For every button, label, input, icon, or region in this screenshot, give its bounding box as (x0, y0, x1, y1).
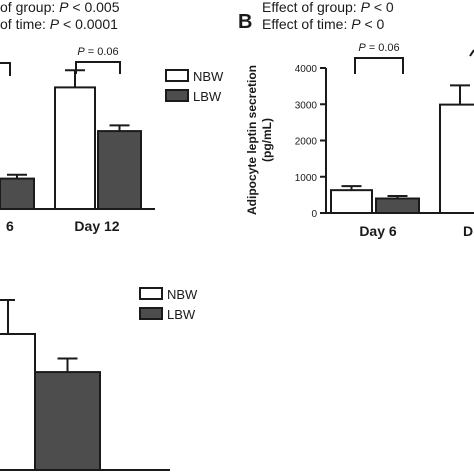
panel-c-bar-nbw (0, 333, 36, 471)
panel-c-bar-lbw (34, 371, 101, 471)
panel-b-title-line-2: Effect of time: P < 0 (262, 16, 385, 32)
panel-b-bar-day6-nbw (330, 189, 373, 215)
panel-a-title-line-1: of group: P < 0.005 (0, 0, 120, 15)
panel-a-legend-swatch-lbw (165, 89, 189, 102)
panel-b-y-axis-label-line-2: (pg/mL) (260, 118, 274, 162)
panel-b-y-tick-label-3000: 3000 (295, 100, 318, 111)
panel-a-significance-label: P = 0.06 (77, 46, 118, 58)
panel-b-y-tick-label-1000: 1000 (295, 173, 318, 184)
panel-b-bar-day12-nbw (439, 103, 474, 214)
panel-b-y-tick-label-0: 0 (311, 209, 317, 220)
panel-a-significance-bracket (75, 61, 121, 74)
panel-b-tick-label-day12-cropped: D (463, 223, 473, 239)
panel-c-legend-label-nbw: NBW (167, 287, 198, 302)
panel-a-legend-label-nbw: NBW (193, 69, 224, 84)
panel-b-y-tick-label-2000: 2000 (295, 137, 318, 148)
panel-b-significance-bracket (354, 57, 404, 74)
panel-a-tick-label-day6: 6 (6, 218, 14, 234)
panel-a-bracket-cropped (0, 62, 11, 76)
panel-a-bar-day12-lbw (97, 130, 142, 211)
panel-b-bar-day6-lbw (375, 197, 420, 214)
panel-c-legend-swatch-lbw (139, 307, 163, 320)
panel-c-legend-label-lbw: LBW (167, 307, 196, 322)
panel-b-significance-label: P = 0.06 (358, 42, 399, 54)
panel-b-cropped-mark (469, 49, 474, 57)
panel-a-legend-swatch-nbw (165, 69, 189, 82)
panel-a-legend-label-lbw: LBW (193, 89, 222, 104)
panel-b-letter: B (238, 11, 252, 33)
panel-a-tick-label-day12: Day 12 (74, 218, 119, 234)
panel-b-y-tick-label-4000: 4000 (295, 64, 318, 75)
panel-b-tick-label-day6: Day 6 (359, 223, 397, 239)
panel-a-bar-day12-nbw (54, 86, 96, 210)
panel-a-bar-day6-lbw (0, 177, 35, 211)
panel-b-title-line-1: Effect of group: P < 0 (262, 0, 394, 15)
panel-a-title-line-2: of time: P < 0.0001 (0, 16, 118, 32)
panel-b-y-axis-label-line-1: Adipocyte leptin secretion (245, 65, 259, 215)
panel-c-legend-swatch-nbw (139, 287, 163, 300)
